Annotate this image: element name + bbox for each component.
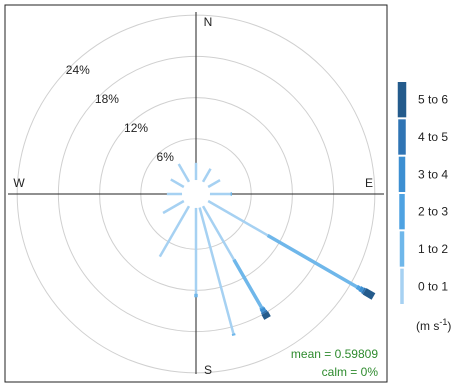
legend-label-3: 3 to 4 — [418, 167, 448, 181]
spoke-150-bin-2 — [259, 306, 265, 310]
ring-labels: 6% 12% 18% 24% — [66, 63, 174, 164]
spoke-165-bin-0 — [198, 207, 235, 334]
ring-label-2: 12% — [124, 121, 148, 135]
legend-label-2: 2 to 3 — [418, 205, 448, 219]
spoke-150-bin-3 — [259, 307, 267, 313]
spoke-120-bin-3 — [358, 286, 365, 293]
legend-label-0: 0 to 1 — [418, 279, 448, 293]
legend-swatch-2 — [399, 194, 405, 230]
speed-legend: 0 to 1 1 to 2 2 to 3 3 to 4 4 to 5 5 to 6 — [397, 82, 448, 304]
spoke-210-bin-0 — [158, 205, 191, 258]
south-label: S — [204, 363, 212, 377]
north-label: N — [204, 15, 213, 29]
legend-unit: (m s-1) — [416, 317, 451, 333]
ring-label-4: 24% — [66, 63, 90, 77]
spoke-165-bin-1 — [231, 333, 236, 337]
west-label: W — [13, 176, 25, 190]
spoke-240-bin-0 — [162, 199, 185, 215]
spoke-120-bin-1 — [266, 233, 358, 289]
ring-label-3: 18% — [95, 92, 119, 106]
spoke-120-bin-2 — [355, 284, 361, 291]
calm-stat: calm = 0% — [322, 365, 379, 379]
legend-label-1: 1 to 2 — [418, 242, 448, 256]
center-hub — [182, 180, 210, 208]
spoke-120-bin-5 — [362, 288, 376, 300]
spoke-120-bin-4 — [361, 287, 367, 295]
spoke-150-bin-4 — [260, 309, 268, 315]
legend-label-4: 4 to 5 — [418, 130, 448, 144]
legend-swatch-4 — [398, 119, 406, 155]
ring-label-1: 6% — [157, 150, 175, 164]
spoke-60-bin-0 — [207, 179, 221, 189]
spoke-120-bin-0 — [207, 199, 269, 237]
spoke-150-bin-1 — [232, 258, 263, 309]
legend-swatch-1 — [399, 231, 405, 267]
mean-stat: mean = 0.59809 — [291, 347, 378, 361]
spoke-150-bin-0 — [201, 205, 235, 261]
legend-label-5: 5 to 6 — [418, 93, 448, 107]
spoke-330-bin-0 — [177, 163, 191, 183]
spoke-150-bin-5 — [261, 311, 271, 320]
legend-swatch-3 — [398, 156, 406, 192]
legend-swatch-5 — [397, 82, 407, 118]
spoke-300-bin-0 — [170, 178, 185, 189]
legend-swatch-0 — [400, 268, 404, 304]
east-label: E — [365, 176, 373, 190]
wind-spokes — [158, 162, 376, 337]
spoke-30-bin-0 — [201, 168, 212, 183]
